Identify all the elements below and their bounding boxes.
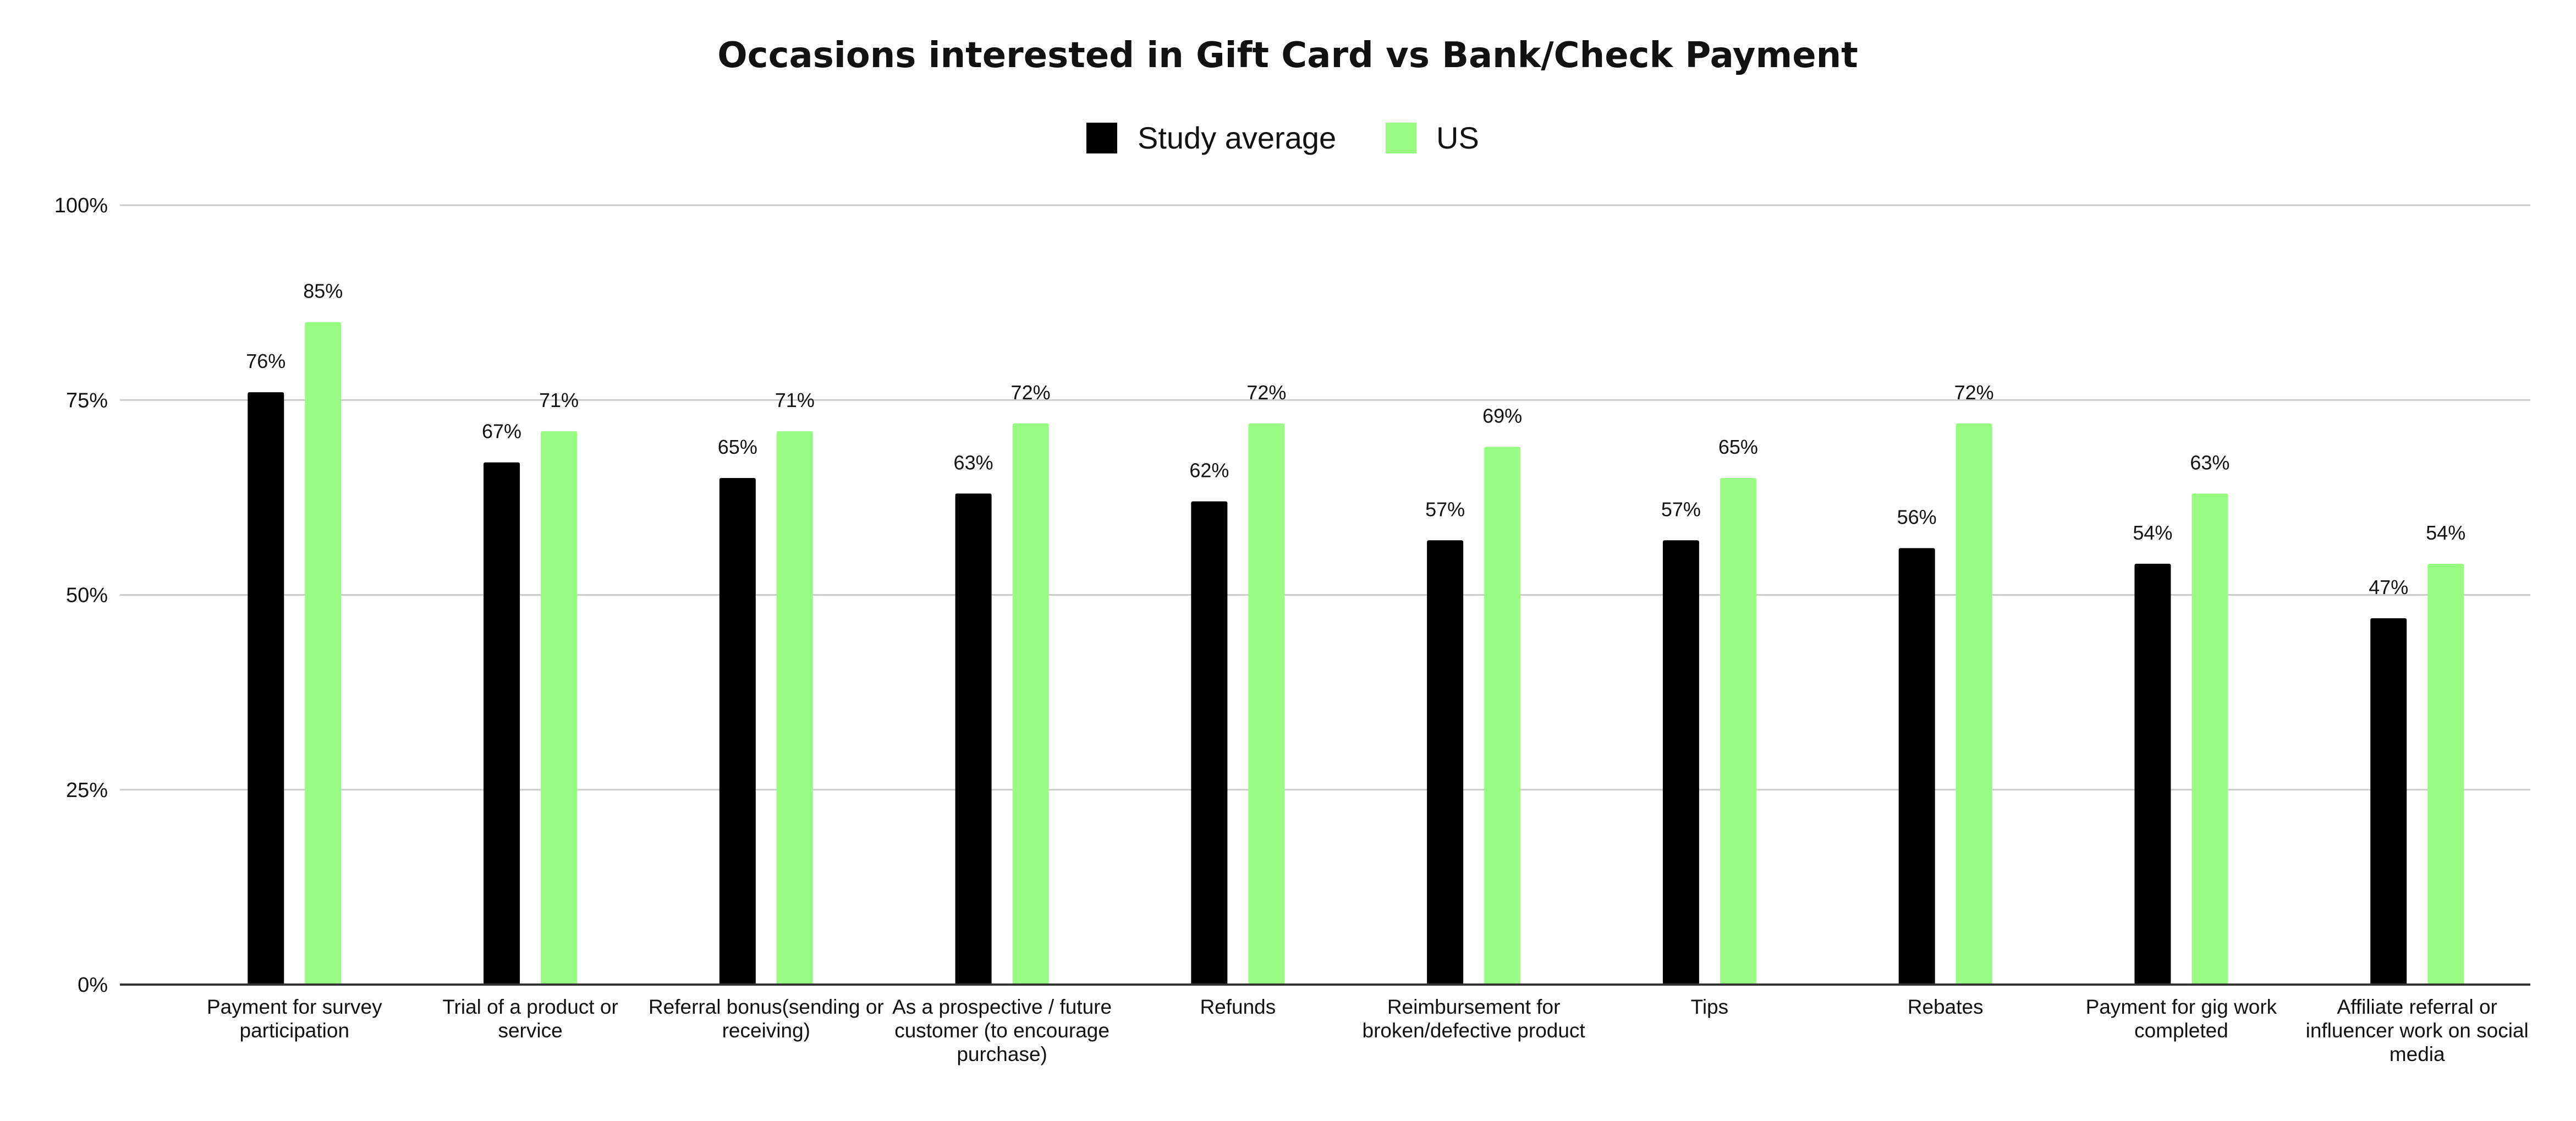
- data-label-study-average: 47%: [2369, 576, 2408, 598]
- category-label-line: service: [498, 1019, 562, 1042]
- legend-label-study-average: Study average: [1138, 120, 1336, 155]
- legend-swatch-study-average: [1086, 123, 1117, 153]
- data-label-us: 85%: [303, 280, 343, 303]
- bar-us[interactable]: [541, 431, 578, 985]
- data-labels: 76% 85% 67% 71% 65% 71% 63% 72% 62% 72% 57% 69% 57% 6…: [246, 280, 2465, 598]
- bar-us[interactable]: [1484, 447, 1521, 985]
- y-tick-label: 50%: [66, 584, 108, 607]
- data-label-us: 72%: [1954, 381, 1994, 404]
- data-label-us: 69%: [1482, 404, 1522, 427]
- category-label: Payment for survey participation: [207, 996, 382, 1042]
- data-label-study-average: 62%: [1189, 459, 1229, 481]
- data-label-us: 72%: [1011, 381, 1051, 404]
- y-axis-ticks: 0% 25% 50% 75% 100%: [54, 194, 108, 997]
- category-labels: Payment for survey participation Trial of …: [207, 996, 2529, 1065]
- legend-swatch-us: [1386, 123, 1416, 153]
- bar-study-average[interactable]: [1662, 540, 1699, 985]
- category-label-line: purchase): [957, 1043, 1047, 1065]
- category-label-line: Affiliate referral or: [2337, 996, 2497, 1018]
- bar-study-average[interactable]: [2370, 618, 2407, 985]
- bar-us[interactable]: [1956, 423, 1992, 985]
- category-label-line: receiving): [722, 1019, 810, 1042]
- data-label-us: 63%: [2190, 451, 2229, 474]
- bar-study-average[interactable]: [955, 493, 992, 985]
- data-label-study-average: 57%: [1661, 498, 1701, 520]
- category-label-line: broken/defective product: [1363, 1019, 1586, 1042]
- bar-study-average[interactable]: [1427, 540, 1464, 985]
- category-label: Payment for gig work completed: [2086, 996, 2277, 1042]
- data-label-study-average: 54%: [2133, 521, 2172, 544]
- category-label-line: completed: [2134, 1019, 2228, 1042]
- category-label-line: customer (to encourage: [894, 1019, 1110, 1042]
- data-label-study-average: 65%: [718, 436, 757, 458]
- category-label: Reimbursement for broken/defective produc…: [1363, 996, 1586, 1042]
- legend-label-us: US: [1436, 120, 1479, 155]
- bar-us[interactable]: [776, 431, 813, 985]
- bar-us[interactable]: [305, 322, 342, 985]
- category-label-line: Reimbursement for: [1387, 996, 1561, 1018]
- category-label: Rebates: [1908, 996, 1984, 1018]
- data-label-study-average: 57%: [1425, 498, 1465, 520]
- bar-study-average[interactable]: [1191, 501, 1228, 985]
- bar-us[interactable]: [2191, 493, 2228, 985]
- legend: Study average US: [1086, 120, 1479, 155]
- category-label: Tips: [1691, 996, 1729, 1018]
- category-label: Trial of a product or service: [442, 996, 618, 1042]
- data-label-study-average: 67%: [482, 420, 521, 443]
- bar-study-average[interactable]: [1898, 548, 1935, 985]
- legend-item-us[interactable]: US: [1386, 120, 1479, 155]
- category-label: As a prospective / future customer (to en…: [892, 996, 1112, 1065]
- bar-us[interactable]: [1248, 423, 1285, 985]
- category-label: Refunds: [1200, 996, 1276, 1018]
- bars: [248, 322, 2464, 985]
- category-label-line: Referral bonus(sending or: [649, 996, 884, 1018]
- data-label-study-average: 63%: [954, 451, 993, 474]
- category-label-line: Refunds: [1200, 996, 1276, 1018]
- category-label: Referral bonus(sending or receiving): [649, 996, 884, 1042]
- chart-title: Occasions interested in Gift Card vs Ban…: [717, 35, 1858, 76]
- y-tick-label: 25%: [66, 779, 108, 802]
- category-label-line: Payment for survey: [207, 996, 382, 1018]
- bar-us[interactable]: [2427, 563, 2464, 985]
- data-label-us: 65%: [1718, 436, 1758, 458]
- category-label-line: Tips: [1691, 996, 1729, 1018]
- category-label-line: Trial of a product or: [442, 996, 618, 1018]
- bar-study-average[interactable]: [484, 462, 520, 985]
- y-tick-label: 100%: [54, 194, 108, 217]
- category-label: Affiliate referral or influencer work on …: [2306, 996, 2529, 1065]
- data-label-us: 71%: [775, 389, 815, 411]
- y-tick-label: 0%: [78, 974, 108, 997]
- data-label-us: 71%: [539, 389, 579, 411]
- data-label-study-average: 76%: [246, 350, 285, 372]
- y-tick-label: 75%: [66, 389, 108, 412]
- bar-study-average[interactable]: [248, 392, 284, 985]
- category-label-line: Rebates: [1908, 996, 1984, 1018]
- category-label-line: Payment for gig work: [2086, 996, 2277, 1018]
- bar-us[interactable]: [1720, 477, 1756, 985]
- bar-us[interactable]: [1012, 423, 1049, 985]
- category-label-line: As a prospective / future: [892, 996, 1112, 1018]
- data-label-study-average: 56%: [1897, 505, 1937, 528]
- category-label-line: media: [2390, 1043, 2445, 1065]
- category-label-line: influencer work on social: [2306, 1019, 2529, 1042]
- data-label-us: 54%: [2426, 521, 2465, 544]
- legend-item-study-average[interactable]: Study average: [1086, 120, 1336, 155]
- category-label-line: participation: [240, 1019, 350, 1042]
- bar-study-average[interactable]: [2134, 563, 2171, 985]
- bar-study-average[interactable]: [719, 477, 756, 985]
- data-label-us: 72%: [1246, 381, 1286, 404]
- gridlines: [120, 204, 2530, 791]
